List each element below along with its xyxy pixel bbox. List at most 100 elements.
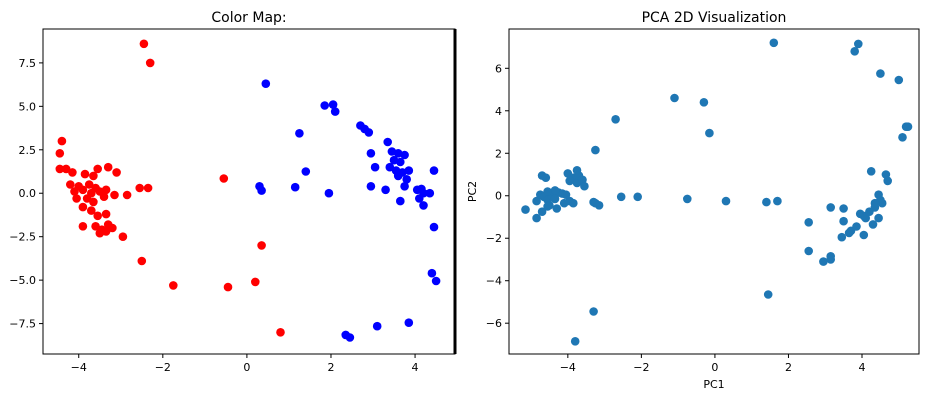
color-map-point [301, 167, 311, 176]
pca-y-tick-label: −6 [486, 317, 502, 330]
pca-x-tick-label: 2 [785, 361, 792, 374]
color-map-point [82, 194, 92, 203]
pca-point [868, 220, 878, 229]
color-map-point [276, 328, 285, 337]
pca-point [839, 204, 848, 213]
pca-point [611, 115, 620, 124]
pca-point [532, 196, 541, 206]
color-map-point [381, 185, 390, 195]
color-map-point [72, 194, 81, 203]
pca-x-tick-label: −4 [560, 361, 576, 374]
color-map-point [103, 220, 113, 229]
pca-point [705, 128, 714, 138]
color-map-point [70, 187, 79, 196]
pca-point [572, 166, 582, 175]
color-map-point [84, 180, 94, 189]
color-map-point [404, 318, 414, 328]
color-map-point [385, 162, 395, 172]
pca-point [804, 218, 813, 227]
pca-point [894, 75, 904, 85]
color-map-point [320, 101, 330, 110]
pca-point [683, 194, 692, 204]
color-map-point [135, 183, 144, 193]
pca-point [537, 207, 547, 216]
pca-point [532, 213, 541, 223]
pca-point [763, 290, 773, 299]
color-map-point [324, 188, 334, 198]
color-map-point [95, 228, 105, 238]
color-map-point [400, 150, 409, 160]
color-map-point [415, 194, 424, 203]
pca-point [670, 93, 679, 103]
color-map-x-tick-label: 2 [327, 361, 334, 374]
color-map-point [112, 168, 121, 177]
pca-point [762, 197, 771, 207]
color-map-point [404, 166, 414, 175]
color-map-point [290, 182, 300, 192]
pca-point [837, 232, 847, 242]
color-map-point [402, 175, 412, 184]
color-map-point [91, 222, 100, 231]
pca-point [839, 216, 848, 226]
pca-point [616, 192, 626, 202]
pca-points [521, 38, 913, 346]
color-map-point [431, 276, 441, 286]
color-map-point [93, 211, 102, 221]
color-map-point [257, 186, 266, 195]
pca-point [852, 222, 861, 231]
pca-point [804, 246, 813, 256]
color-map-point [55, 149, 65, 158]
color-map-point [89, 171, 98, 181]
color-map-point [103, 162, 113, 172]
color-map-point [219, 174, 229, 183]
pca-y-tick-label: 0 [495, 190, 502, 203]
pca-point [773, 196, 782, 206]
pca-point [854, 39, 863, 49]
color-map-x-tick-label: −2 [155, 361, 171, 374]
pca-point [552, 204, 562, 213]
pca-point [570, 337, 580, 346]
pca-point [826, 203, 835, 212]
pca-x-tick-label: 4 [859, 361, 866, 374]
pca-y-tick-label: −4 [486, 275, 502, 288]
color-map-point [427, 268, 437, 278]
color-map-point [78, 222, 88, 231]
pca-point [699, 98, 709, 107]
pca-panel: PCA 2D Visualization −4 −2 0 2 4 6 4 2 0 −2 −4 −6 P… [466, 10, 920, 391]
color-map-point [78, 202, 88, 212]
color-map-points [55, 39, 441, 342]
color-map-point [419, 201, 428, 210]
color-map-y-tick-label: −5.0 [9, 274, 36, 287]
pca-point [543, 202, 552, 211]
pca-point [876, 69, 885, 78]
color-map-point [383, 137, 393, 147]
color-map-point [345, 333, 355, 342]
color-map-point [429, 166, 439, 175]
pca-point [874, 213, 883, 223]
color-map-point [101, 185, 111, 195]
color-map-point [364, 128, 374, 137]
pca-point [874, 190, 883, 199]
pca-x-axis-label: PC1 [703, 378, 724, 391]
color-map-point [425, 188, 435, 198]
pca-point [819, 257, 828, 266]
pca-point [898, 133, 907, 142]
pca-point [866, 167, 876, 176]
pca-point [591, 145, 600, 155]
pca-y-tick-label: 6 [495, 62, 502, 75]
pca-title: PCA 2D Visualization [642, 10, 787, 26]
pca-y-tick-label: 4 [495, 105, 502, 118]
color-map-point [372, 321, 382, 331]
color-map-point [93, 164, 102, 174]
color-map-ticks: −4 −2 0 2 4 7.5 5.0 2.5 0.0 −2.5 −5.0 −7.5 [9, 57, 418, 374]
color-map-point [143, 183, 153, 193]
color-map-point [295, 129, 304, 138]
color-map-point [257, 241, 266, 250]
color-map-point [89, 197, 98, 207]
pca-point [859, 230, 869, 240]
color-map-point [429, 222, 439, 232]
color-map-point [251, 277, 260, 287]
pca-x-tick-label: −2 [633, 361, 649, 374]
pca-point [881, 170, 891, 179]
pca-y-tick-label: 2 [495, 147, 502, 160]
